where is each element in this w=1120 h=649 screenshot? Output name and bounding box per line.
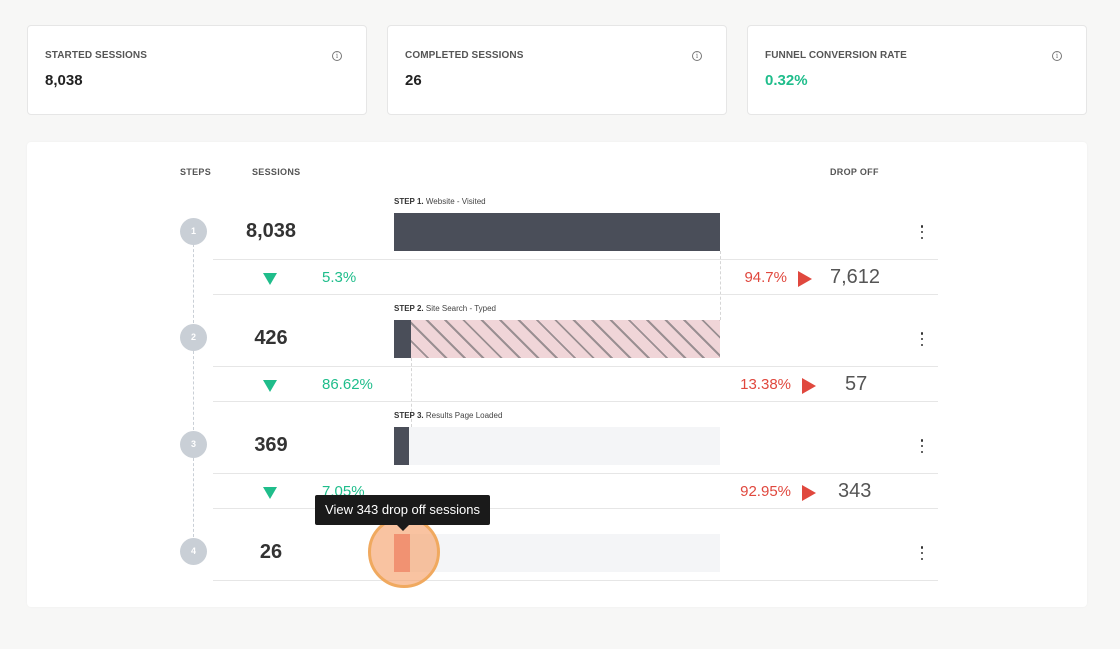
sessions-header: SESSIONS: [252, 167, 301, 177]
step-menu-icon[interactable]: [919, 546, 925, 560]
step-label-prefix: STEP 2.: [394, 304, 424, 313]
bar-fill: [394, 320, 411, 358]
step-bar[interactable]: [394, 213, 720, 251]
step-label-prefix: STEP 3.: [394, 411, 424, 420]
step-bar[interactable]: [394, 427, 720, 465]
step-label-text: Site Search - Typed: [425, 304, 497, 313]
step-badge: 4: [180, 538, 207, 565]
drop-off-count[interactable]: 57: [845, 373, 868, 395]
kpi-value: 8,038: [45, 72, 83, 89]
row-divider: [213, 473, 938, 474]
conversion-rate: 86.62%: [322, 376, 373, 393]
play-right-icon[interactable]: [802, 485, 816, 501]
triangle-down-icon: [263, 380, 277, 392]
bar-fill: [394, 213, 720, 251]
step-badge: 3: [180, 431, 207, 458]
row-divider: [213, 580, 938, 581]
drop-off-header: DROP OFF: [830, 167, 879, 177]
kpi-label: FUNNEL CONVERSION RATE: [765, 50, 907, 61]
drop-off-hatch[interactable]: [411, 320, 720, 358]
kpi-value: 26: [405, 72, 422, 89]
step-badge: 2: [180, 324, 207, 351]
drop-off-count[interactable]: 343: [838, 480, 872, 502]
triangle-down-icon: [263, 273, 277, 285]
step-badge: 1: [180, 218, 207, 245]
step-sessions: 369: [254, 434, 288, 456]
drop-off-count[interactable]: 7,612: [830, 266, 881, 288]
step-label: STEP 3. Results Page Loaded: [394, 411, 502, 420]
step-menu-icon[interactable]: [919, 332, 925, 346]
drop-off-tooltip: View 343 drop off sessions: [315, 495, 490, 531]
bar-fill: [394, 427, 409, 465]
play-right-icon[interactable]: [798, 271, 812, 287]
conversion-rate: 5.3%: [322, 269, 357, 286]
row-divider: [213, 401, 938, 402]
step-bar[interactable]: [394, 534, 720, 572]
step-connector: [193, 351, 194, 430]
step-connector: [193, 458, 194, 537]
row-divider: [213, 508, 938, 509]
row-divider: [213, 294, 938, 295]
drop-off-percent: 92.95%: [740, 483, 791, 500]
step-label: STEP 1. Website - Visited: [394, 197, 486, 206]
kpi-started-sessions: STARTED SESSIONS 8,038 i: [27, 25, 367, 115]
drop-off-percent: 13.38%: [740, 376, 791, 393]
kpi-label: COMPLETED SESSIONS: [405, 50, 524, 61]
step-label-text: Results Page Loaded: [425, 411, 503, 420]
step-sessions: 426: [254, 327, 288, 349]
step-label-prefix: STEP 1.: [394, 197, 424, 206]
step-label: STEP 2. Site Search - Typed: [394, 304, 496, 313]
row-divider: [213, 366, 938, 367]
kpi-value: 0.32%: [765, 72, 808, 89]
info-icon[interactable]: i: [1052, 51, 1062, 61]
step-connector: [193, 244, 194, 323]
info-icon[interactable]: i: [332, 51, 342, 61]
info-icon[interactable]: i: [692, 51, 702, 61]
drop-off-percent: 94.7%: [744, 269, 787, 286]
bar-guide-line: [720, 251, 721, 320]
kpi-label: STARTED SESSIONS: [45, 50, 147, 61]
step-menu-icon[interactable]: [919, 225, 925, 239]
steps-header: STEPS: [180, 167, 212, 177]
step-sessions: 8,038: [245, 220, 297, 242]
play-right-icon[interactable]: [802, 378, 816, 394]
row-divider: [213, 259, 938, 260]
step-label-text: Website - Visited: [425, 197, 486, 206]
kpi-funnel-conversion-rate: FUNNEL CONVERSION RATE 0.32% i: [747, 25, 1087, 115]
step-sessions: 26: [259, 541, 283, 563]
kpi-completed-sessions: COMPLETED SESSIONS 26 i: [387, 25, 727, 115]
bar-guide-line: [411, 358, 412, 427]
step-bar[interactable]: [394, 320, 720, 358]
triangle-down-icon: [263, 487, 277, 499]
step-menu-icon[interactable]: [919, 439, 925, 453]
